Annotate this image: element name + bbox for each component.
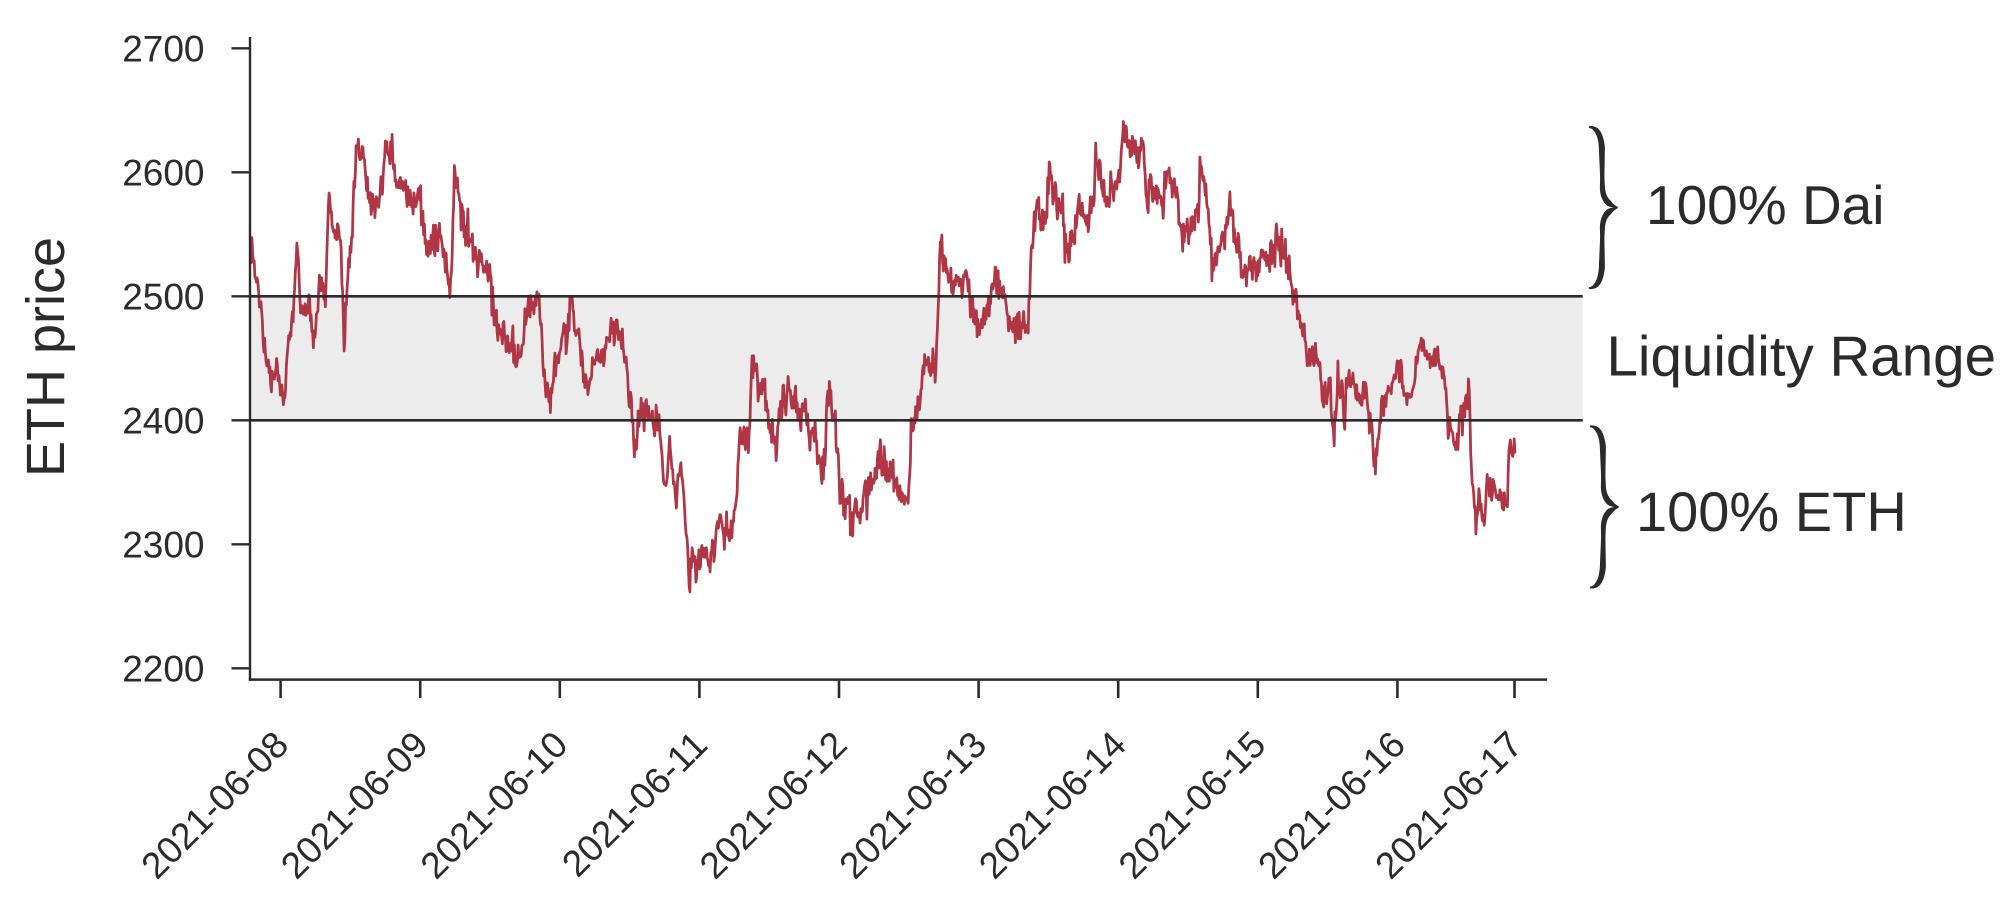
svg-text:2500: 2500 [122, 277, 204, 318]
svg-text:ETH price: ETH price [16, 237, 76, 477]
svg-text:2700: 2700 [122, 29, 204, 70]
svg-text:2600: 2600 [122, 153, 204, 194]
svg-text:Liquidity Range: Liquidity Range [1607, 325, 1997, 388]
svg-text:2400: 2400 [122, 401, 204, 442]
svg-text:2200: 2200 [122, 649, 204, 690]
svg-text:100% Dai: 100% Dai [1646, 174, 1884, 236]
svg-text:100% ETH: 100% ETH [1636, 480, 1907, 543]
svg-text:2300: 2300 [122, 525, 204, 566]
